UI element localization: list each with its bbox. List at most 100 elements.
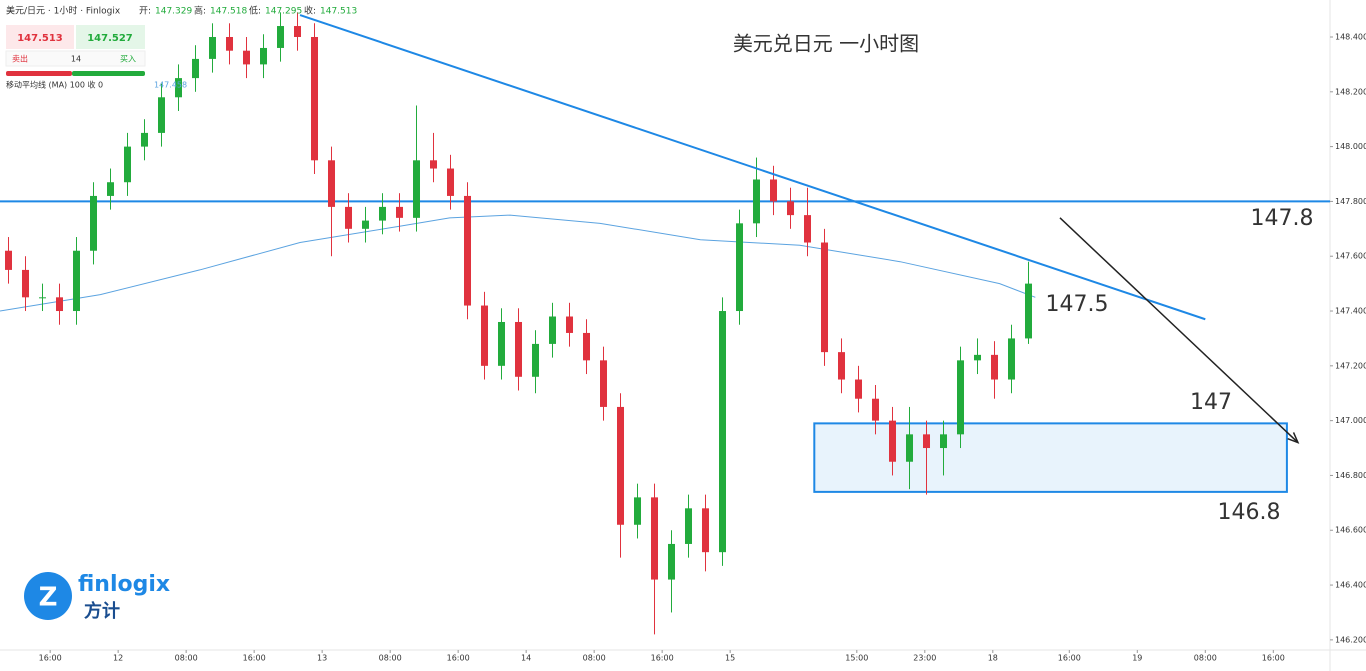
x-tick-label: 19: [1132, 654, 1142, 663]
x-tick-label: 14: [521, 654, 531, 663]
sell-button[interactable]: 卖出: [12, 54, 28, 64]
x-tick-label: 15:00: [845, 654, 868, 663]
x-tick-label: 16:00: [243, 654, 266, 663]
y-tick-label: 147.600: [1335, 252, 1366, 261]
y-tick-label: 146.600: [1335, 526, 1366, 535]
candle-body: [39, 297, 47, 299]
candle-body: [787, 201, 795, 216]
candle-body: [192, 58, 200, 79]
candle-body: [345, 206, 353, 229]
label: 收:: [304, 5, 316, 17]
candle-body: [1008, 338, 1016, 380]
y-tick-label: 147.200: [1335, 361, 1366, 370]
candle-body: [294, 26, 302, 37]
candle-body: [838, 352, 846, 380]
y-tick-label: 146.400: [1335, 581, 1366, 590]
candle-body: [957, 360, 965, 435]
logo-mark: Z: [39, 583, 58, 613]
x-tick-label: 08:00: [379, 654, 402, 663]
candle-body: [583, 332, 591, 361]
buy-price: 147.527: [87, 33, 133, 44]
candle-body: [73, 250, 81, 312]
candle-body: [532, 343, 540, 377]
header: 美元/日元 · 1小时 · Finlogix 开: 147.329 高: 147…: [6, 5, 357, 17]
value: 147.295: [265, 7, 302, 17]
x-tick-label: 08:00: [175, 654, 198, 663]
candle-body: [277, 26, 285, 48]
y-tick-label: 148.200: [1335, 87, 1366, 96]
y-tick-label: 148.400: [1335, 32, 1366, 41]
x-tick-label: 16:00: [1058, 654, 1081, 663]
candle-body: [549, 316, 557, 344]
arrow: [1059, 217, 1299, 444]
indicator: 移动平均线 (MA) 100 收 0: [6, 80, 103, 90]
buy-button[interactable]: 买入: [120, 55, 136, 64]
value: 147.518: [210, 7, 247, 17]
candle-body: [379, 206, 387, 221]
candle-body: [702, 508, 710, 553]
x-tick-label: 12: [113, 654, 123, 663]
zone: [813, 422, 1288, 493]
sell-box[interactable]: [6, 25, 74, 49]
candle-body: [362, 220, 370, 229]
candle-body: [515, 321, 523, 377]
candle-body: [634, 497, 642, 525]
candle-body: [209, 36, 217, 59]
candle-body: [141, 132, 149, 147]
annotation: 147.8: [1251, 206, 1314, 231]
candle-body: [906, 434, 914, 462]
x-tick-label: 23:00: [913, 654, 936, 663]
candle-body: [5, 250, 13, 270]
candle-body: [923, 434, 931, 449]
candle-body: [855, 379, 863, 399]
order-row: [5, 50, 146, 67]
axis-bg: [1330, 0, 1366, 650]
x-tick-label: 13: [317, 654, 327, 663]
x-tick-label: 16:00: [39, 654, 62, 663]
x-tick-label: 16:00: [651, 654, 674, 663]
moving-average: [0, 214, 1036, 312]
candle-body: [566, 316, 574, 333]
candle-body: [311, 36, 319, 161]
logo-icon: [24, 572, 72, 620]
candle-body: [940, 434, 948, 449]
candle-body: [498, 321, 506, 366]
candle-body: [260, 47, 268, 65]
label: 低:: [249, 5, 261, 17]
candle-body: [328, 160, 336, 207]
candle-body: [770, 179, 778, 202]
label: 高:: [194, 5, 206, 17]
chart-title: 美元兑日元 一小时图: [733, 32, 919, 56]
candle-body: [175, 78, 183, 98]
x-tick-label: 16:00: [447, 654, 470, 663]
candle-body: [124, 146, 132, 183]
candle-body: [56, 297, 64, 312]
y-tick-label: 148.000: [1335, 142, 1366, 151]
annotation: 147.5: [1046, 292, 1109, 317]
candle-body: [736, 223, 744, 312]
y-tick-label: 147.000: [1335, 416, 1366, 425]
buy-box[interactable]: [76, 25, 145, 49]
candle-body: [668, 543, 676, 580]
candle-body: [821, 242, 829, 353]
annotation: 147: [1190, 390, 1232, 415]
candle-body: [1025, 283, 1033, 339]
annotation: 146.8: [1218, 500, 1281, 525]
spread: 14: [71, 55, 81, 64]
y-tick-label: 147.400: [1335, 307, 1366, 316]
candle-body: [158, 97, 166, 133]
candle-body: [107, 182, 115, 196]
value: 147.329: [155, 7, 192, 17]
candle-body: [685, 508, 693, 544]
x-tick-label: 08:00: [1194, 654, 1217, 663]
candle-body: [447, 168, 455, 196]
candle-body: [90, 195, 98, 251]
candle-body: [651, 497, 659, 580]
candle-body: [464, 195, 472, 306]
candle-body: [430, 160, 438, 169]
candle-body: [804, 215, 812, 243]
candle-body: [413, 160, 421, 218]
x-tick-label: 16:00: [1262, 654, 1285, 663]
candle-body: [617, 406, 625, 525]
